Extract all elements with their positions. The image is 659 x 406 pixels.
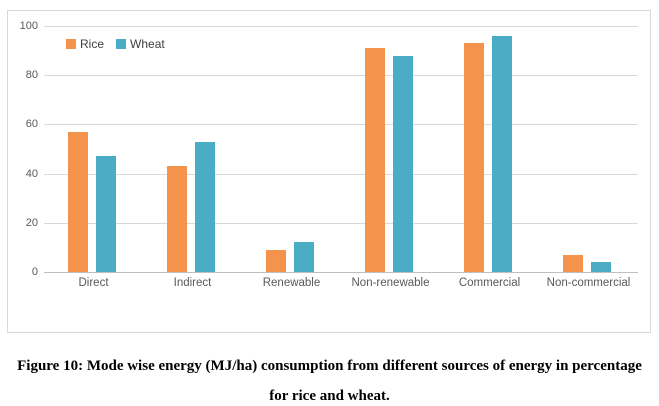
bar-rice-renewable bbox=[266, 249, 286, 272]
legend-item-wheat: Wheat bbox=[116, 37, 165, 51]
gridline-40 bbox=[44, 173, 638, 175]
gridline-0 bbox=[44, 272, 638, 273]
bar-wheat-indirect bbox=[195, 141, 215, 272]
x-category-label-indirect: Indirect bbox=[173, 277, 212, 289]
bar-wheat-renewable bbox=[294, 242, 314, 272]
legend-swatch-icon bbox=[116, 39, 127, 49]
x-category-label-non-renewable: Non-renewable bbox=[351, 277, 430, 289]
x-category-label-direct: Direct bbox=[78, 277, 109, 289]
x-category-label-non-commercial: Non-commercial bbox=[546, 277, 631, 289]
bar-rice-non-commercial bbox=[563, 254, 583, 272]
x-category-label-renewable: Renewable bbox=[262, 277, 321, 289]
caption-line-1: Figure 10: Mode wise energy (MJ/ha) cons… bbox=[17, 358, 642, 374]
legend-label: Wheat bbox=[130, 37, 165, 51]
bar-rice-non-renewable bbox=[365, 48, 385, 272]
plot-area: 0 20 40 60 80 100 Direct Indirect Renewable Non-r… bbox=[20, 20, 638, 289]
bar-wheat-commercial bbox=[492, 35, 512, 272]
caption-line-2: for rice and wheat. bbox=[269, 388, 390, 404]
gridline-80 bbox=[44, 75, 638, 77]
legend-item-rice: Rice bbox=[66, 37, 104, 51]
bar-wheat-direct bbox=[96, 156, 116, 272]
bar-rice-commercial bbox=[464, 43, 484, 272]
y-tick-label-60: 60 bbox=[25, 118, 38, 131]
figure-caption: Figure 10: Mode wise energy (MJ/ha) cons… bbox=[0, 351, 659, 406]
bar-rice-indirect bbox=[167, 166, 187, 272]
gridline-20 bbox=[44, 222, 638, 224]
chart-frame: 0 20 40 60 80 100 Direct Indirect Renewable Non-r… bbox=[7, 10, 651, 333]
y-tick-label-80: 80 bbox=[25, 69, 38, 82]
bar-wheat-non-commercial bbox=[591, 262, 611, 272]
gridline-100 bbox=[44, 26, 638, 27]
legend-label: Rice bbox=[80, 37, 105, 51]
legend-swatch-icon bbox=[66, 39, 76, 49]
bar-rice-direct bbox=[68, 131, 88, 272]
y-tick-label-20: 20 bbox=[25, 216, 38, 229]
y-tick-label-0: 0 bbox=[31, 266, 38, 278]
y-tick-label-40: 40 bbox=[25, 167, 38, 180]
x-category-label-commercial: Commercial bbox=[458, 277, 521, 289]
chart-legend: Rice Wheat bbox=[66, 37, 165, 51]
gridline-60 bbox=[44, 124, 638, 126]
bar-wheat-non-renewable bbox=[393, 55, 413, 272]
y-tick-label-100: 100 bbox=[19, 20, 38, 32]
